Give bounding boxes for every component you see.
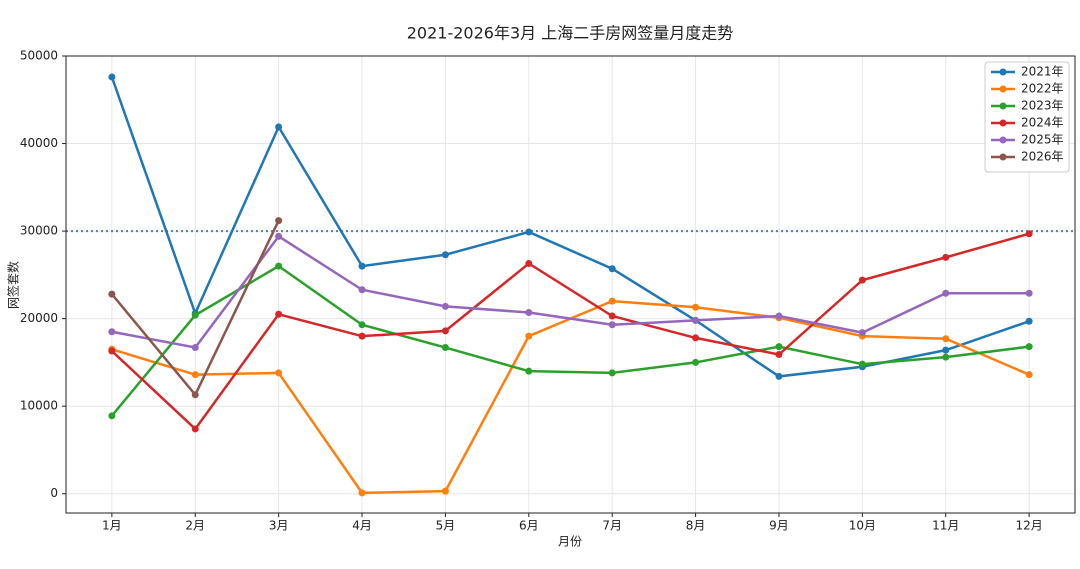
legend-marker	[999, 102, 1007, 110]
data-point	[1025, 317, 1033, 325]
data-point	[1025, 289, 1033, 297]
data-point	[1025, 371, 1033, 379]
series-line	[111, 299, 1030, 495]
data-point	[608, 321, 616, 329]
data-point	[608, 297, 616, 305]
data-point	[608, 312, 616, 320]
data-point	[942, 335, 950, 343]
data-point	[942, 346, 950, 354]
data-point	[441, 487, 449, 495]
data-point	[692, 316, 700, 324]
data-point	[525, 228, 533, 236]
data-point	[441, 327, 449, 335]
x-tick-label: 6月	[519, 519, 539, 533]
data-point	[191, 425, 199, 433]
data-point	[608, 369, 616, 377]
data-point	[358, 262, 366, 270]
series-line	[111, 232, 1030, 431]
data-point	[358, 332, 366, 340]
data-point	[608, 265, 616, 273]
data-point	[275, 310, 283, 318]
legend-marker	[999, 136, 1007, 144]
data-point	[441, 251, 449, 259]
legend-label: 2025年	[1021, 133, 1064, 147]
y-tick-label: 0	[50, 486, 58, 500]
data-point	[358, 286, 366, 294]
legend-marker	[999, 85, 1007, 93]
x-tick-label: 5月	[436, 519, 456, 533]
data-point	[191, 344, 199, 352]
data-point	[525, 367, 533, 375]
data-point	[358, 489, 366, 497]
y-tick-label: 20000	[20, 311, 58, 325]
x-tick-label: 7月	[602, 519, 622, 533]
series-line	[110, 264, 1030, 417]
data-point	[775, 372, 783, 380]
x-tick-label: 10月	[849, 519, 876, 533]
legend-label: 2026年	[1021, 150, 1064, 164]
data-point	[775, 312, 783, 320]
x-tick-label: 1月	[102, 519, 122, 533]
data-point	[191, 391, 199, 399]
series-line	[110, 76, 1030, 378]
data-point	[441, 302, 449, 310]
y-tick-label: 50000	[20, 49, 58, 63]
data-point	[858, 329, 866, 337]
x-tick-label: 11月	[932, 519, 959, 533]
data-point	[275, 123, 283, 131]
data-point	[1025, 343, 1033, 351]
data-point	[275, 232, 283, 240]
data-point	[275, 217, 283, 225]
legend-label: 2023年	[1021, 99, 1064, 113]
data-point	[775, 343, 783, 351]
legend-marker	[999, 153, 1007, 161]
chart-title: 2021-2026年3月 上海二手房网签量月度走势	[407, 24, 733, 43]
x-axis-label: 月份	[558, 535, 582, 549]
series-line	[111, 234, 1030, 349]
legend-label: 2021年	[1021, 65, 1064, 79]
data-point	[108, 73, 116, 81]
legend-label: 2024年	[1021, 116, 1064, 130]
data-point	[942, 253, 950, 261]
data-point	[692, 358, 700, 366]
x-tick-label: 3月	[269, 519, 289, 533]
y-tick-label: 10000	[20, 399, 58, 413]
data-point	[525, 259, 533, 267]
legend-marker	[999, 68, 1007, 76]
y-tick-label: 40000	[20, 136, 58, 150]
data-point	[108, 328, 116, 336]
data-point	[358, 321, 366, 329]
y-tick-label: 30000	[20, 224, 58, 238]
data-point	[108, 347, 116, 355]
legend-marker	[999, 119, 1007, 127]
data-point	[858, 360, 866, 368]
x-tick-label: 2月	[185, 519, 205, 533]
data-point	[775, 351, 783, 359]
data-point	[692, 303, 700, 311]
x-tick-label: 9月	[769, 519, 789, 533]
data-point	[275, 369, 283, 377]
y-axis-label: 网签套数	[6, 261, 21, 309]
data-point	[275, 262, 283, 270]
x-tick-label: 4月	[352, 519, 372, 533]
data-point	[191, 311, 199, 319]
data-point	[108, 290, 116, 298]
data-point	[692, 334, 700, 342]
x-tick-label: 12月	[1015, 519, 1042, 533]
data-point	[108, 412, 116, 420]
data-point	[1025, 230, 1033, 238]
data-point	[942, 289, 950, 297]
data-point	[525, 332, 533, 340]
legend-label: 2022年	[1021, 82, 1064, 96]
data-point	[191, 371, 199, 379]
data-point	[525, 309, 533, 317]
data-point	[441, 344, 449, 352]
data-point	[942, 353, 950, 361]
data-point	[858, 276, 866, 284]
plot-frame	[65, 55, 1076, 514]
x-tick-label: 8月	[686, 519, 706, 533]
